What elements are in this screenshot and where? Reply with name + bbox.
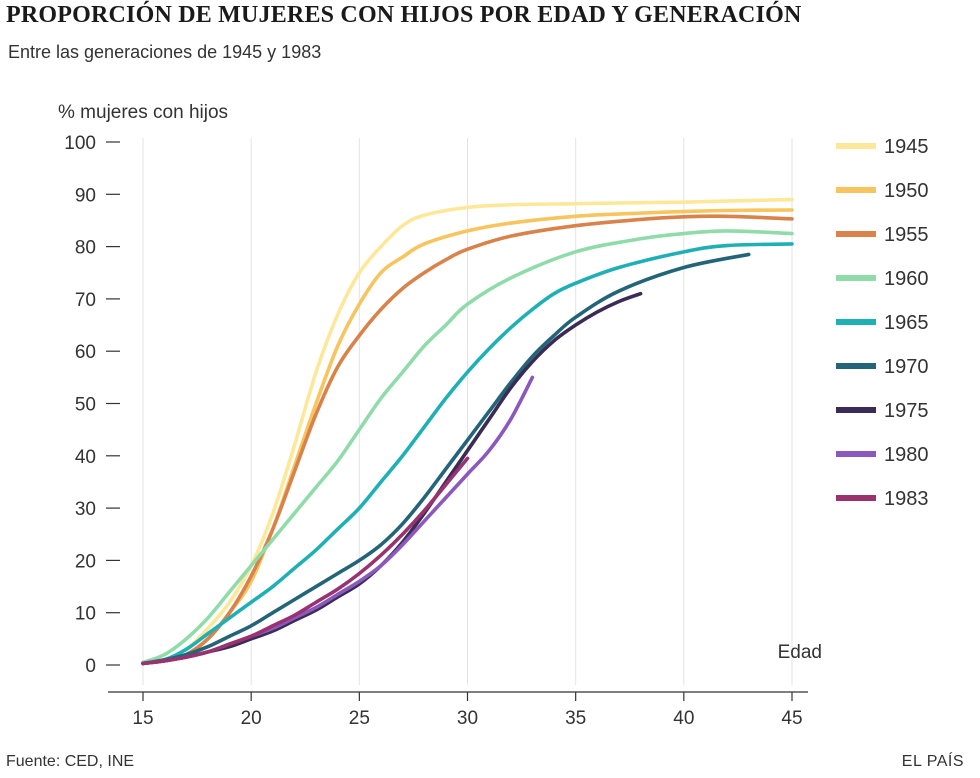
y-tick-label-70: 70 bbox=[75, 290, 96, 311]
y-tick-label-100: 100 bbox=[64, 133, 96, 154]
x-tick-label-45: 45 bbox=[781, 708, 802, 729]
legend-label-1975: 1975 bbox=[884, 400, 929, 422]
x-axis: 15 20 25 30 35 40 45 bbox=[108, 691, 808, 729]
series-line-1965 bbox=[141, 242, 794, 666]
chart-title: PROPORCIÓN DE MUJERES CON HIJOS POR EDAD… bbox=[6, 2, 802, 28]
legend-label-1983: 1983 bbox=[884, 488, 929, 510]
y-tick-label-0: 0 bbox=[85, 656, 96, 677]
legend-label-1960: 1960 bbox=[884, 268, 929, 290]
chart-subtitle: Entre las generaciones de 1945 y 1983 bbox=[8, 42, 322, 62]
y-axis-label: % mujeres con hijos bbox=[58, 102, 228, 123]
series-line-1970 bbox=[141, 252, 751, 666]
legend-label-1955: 1955 bbox=[884, 224, 929, 246]
x-tick-label-30: 30 bbox=[457, 708, 478, 729]
legend: 1945 1950 1955 1960 1965 1970 1975 1980 1983 bbox=[836, 136, 929, 510]
legend-label-1970: 1970 bbox=[884, 356, 929, 378]
source-note: Fuente: CED, INE bbox=[6, 753, 135, 770]
x-tick-label-40: 40 bbox=[673, 708, 694, 729]
brand-logo-text: EL PAÍS bbox=[901, 753, 964, 770]
y-tick-label-40: 40 bbox=[75, 447, 96, 468]
grid bbox=[142, 138, 793, 685]
y-tick-label-50: 50 bbox=[75, 395, 96, 416]
x-tick-label-35: 35 bbox=[565, 708, 586, 729]
x-axis-label: Edad bbox=[778, 642, 822, 663]
y-tick-label-80: 80 bbox=[75, 238, 96, 259]
x-tick-label-25: 25 bbox=[349, 708, 370, 729]
series-line-1983 bbox=[141, 456, 470, 666]
y-tick-label-30: 30 bbox=[75, 499, 96, 520]
x-tick-label-20: 20 bbox=[241, 708, 262, 729]
y-axis: 0 10 20 30 40 50 60 70 80 90 100 bbox=[64, 133, 120, 677]
series-line-1980 bbox=[141, 375, 535, 666]
y-tick-label-10: 10 bbox=[75, 604, 96, 625]
y-tick-label-20: 20 bbox=[75, 551, 96, 572]
y-tick-label-60: 60 bbox=[75, 342, 96, 363]
legend-label-1945: 1945 bbox=[884, 136, 929, 158]
x-tick-label-15: 15 bbox=[132, 708, 153, 729]
legend-label-1950: 1950 bbox=[884, 180, 929, 202]
series-line-1945 bbox=[141, 197, 794, 665]
legend-label-1965: 1965 bbox=[884, 312, 929, 334]
series-line-1960 bbox=[141, 229, 794, 665]
legend-label-1980: 1980 bbox=[884, 444, 929, 466]
y-tick-label-90: 90 bbox=[75, 185, 96, 206]
series-lines bbox=[141, 197, 794, 666]
